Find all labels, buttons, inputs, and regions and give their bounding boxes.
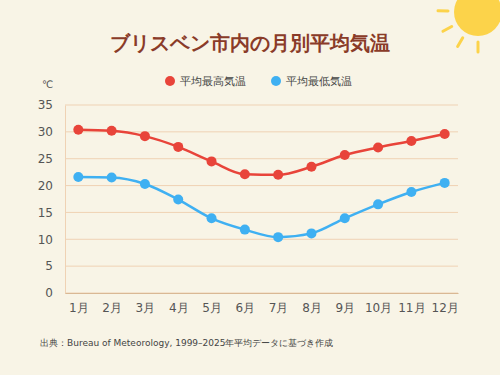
x-tick: 3月 (136, 293, 156, 315)
series-point (73, 172, 83, 182)
x-tick-label: 7月 (269, 301, 289, 315)
series-point (440, 129, 450, 139)
series-point (340, 150, 350, 160)
x-tick-label: 1月 (69, 301, 89, 315)
y-axis-line (65, 106, 66, 294)
chart: ブリスベン市内の月別平均気温 0 5 10 15 20 25 30 35 1月 2月 3月 4月 5月 6月… (0, 0, 500, 375)
series-point (207, 213, 217, 223)
legend-marker (271, 76, 281, 86)
plot-area (73, 125, 449, 242)
x-tick: 8月 (302, 293, 322, 315)
x-tick: 1月 (69, 293, 89, 315)
x-tick-label: 8月 (302, 301, 322, 315)
x-tick-label: 12月 (432, 301, 459, 315)
y-tick: 5 (45, 259, 65, 273)
sun-decoration (438, 0, 500, 52)
y-tick: 25 (38, 152, 65, 166)
grid-line (65, 293, 458, 294)
y-tick-label: 10 (38, 233, 53, 247)
sun-ray (458, 38, 463, 47)
y-tick-label: 30 (38, 125, 53, 139)
y-tick: 15 (38, 206, 65, 220)
series-point (173, 195, 183, 205)
x-tick: 7月 (269, 293, 289, 315)
series-point (273, 170, 283, 180)
grid-line (65, 158, 458, 159)
title: ブリスベン市内の月別平均気温 (110, 31, 390, 55)
legend: 平均最高気温 平均最低気温 (165, 75, 352, 88)
y-tick-label: 15 (38, 206, 53, 220)
x-tick-label: 5月 (202, 301, 222, 315)
y-tick-label: 20 (38, 179, 53, 193)
x-tick-label: 3月 (136, 301, 156, 315)
x-axis: 1月 2月 3月 4月 5月 6月 7月 8月 9月 10月 11月 12月 (66, 293, 459, 315)
grid-line (65, 266, 458, 267)
series-point (140, 131, 150, 141)
x-axis-line (66, 293, 459, 294)
sun-ray (477, 42, 480, 52)
y-tick-label: 35 (38, 98, 53, 112)
y-tick: 0 (45, 286, 65, 300)
y-tick-label: 5 (45, 259, 53, 273)
x-tick: 4月 (169, 293, 189, 315)
series-point (373, 199, 383, 209)
x-tick: 2月 (102, 293, 122, 315)
x-tick-label: 2月 (102, 301, 122, 315)
series-point (373, 142, 383, 152)
y-axis-title: ℃ (42, 79, 53, 90)
source: 出典：Bureau of Meteorology, 1999–2025年平均デー… (40, 338, 334, 348)
grid-line (65, 105, 458, 106)
y-axis: 0 5 10 15 20 25 30 35 (38, 98, 66, 300)
y-tick-label: 0 (45, 286, 53, 300)
series-point (406, 136, 416, 146)
x-tick: 6月 (236, 293, 256, 315)
series-point (73, 125, 83, 135)
series-point (107, 173, 117, 183)
series-point (440, 178, 450, 188)
x-tick: 5月 (202, 293, 222, 315)
x-tick: 9月 (335, 293, 355, 315)
series-point (406, 187, 416, 197)
sun-ray (443, 26, 452, 31)
x-tick-label: 11月 (398, 301, 425, 315)
x-tick: 12月 (432, 293, 459, 315)
y-tick: 20 (38, 179, 65, 193)
series-point (306, 228, 316, 238)
legend-marker (165, 76, 175, 86)
y-tick-label: 25 (38, 152, 53, 166)
background (0, 0, 500, 375)
sun (454, 0, 500, 36)
series-point (173, 142, 183, 152)
x-tick: 10月 (365, 293, 392, 315)
grid-line (65, 212, 458, 213)
series-point (306, 162, 316, 172)
series-point (273, 232, 283, 242)
series-point (140, 179, 150, 189)
sun-ray (438, 9, 448, 12)
x-tick-label: 4月 (169, 301, 189, 315)
series-point (240, 169, 250, 179)
legend-label: 平均最低気温 (286, 75, 352, 88)
series-line (78, 130, 444, 175)
y-tick: 35 (38, 98, 65, 112)
y-tick: 30 (38, 125, 65, 139)
y-tick: 10 (38, 233, 65, 247)
series-line (78, 177, 444, 237)
grid (65, 105, 458, 293)
x-tick-label: 10月 (365, 301, 392, 315)
x-tick: 11月 (398, 293, 425, 315)
grid-line (65, 185, 458, 186)
x-tick-label: 9月 (335, 301, 355, 315)
x-tick-label: 6月 (236, 301, 256, 315)
series-point (107, 126, 117, 136)
series-point (340, 213, 350, 223)
grid-line (65, 239, 458, 240)
series-point (240, 225, 250, 235)
series-point (207, 156, 217, 166)
legend-label: 平均最高気温 (180, 75, 246, 88)
